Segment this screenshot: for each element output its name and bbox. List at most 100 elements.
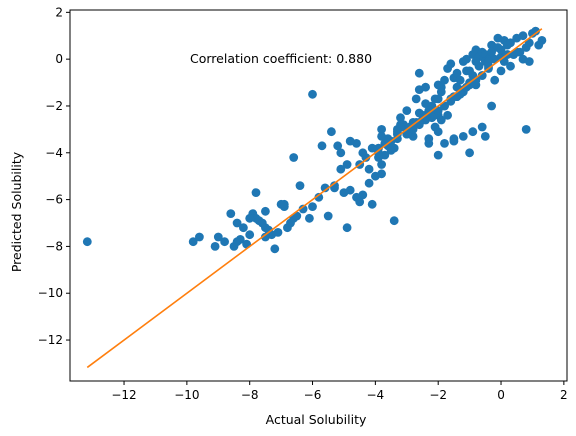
data-point	[336, 164, 346, 174]
y-tick-label: −6	[45, 193, 63, 207]
data-point	[462, 66, 471, 76]
data-point	[411, 94, 421, 104]
y-tick-label: 0	[55, 52, 63, 66]
data-point	[421, 113, 430, 123]
y-tick-label: −12	[38, 333, 63, 347]
data-point	[367, 199, 377, 209]
fit-line	[86, 28, 543, 369]
data-point	[188, 237, 198, 247]
data-point	[289, 153, 299, 162]
data-point	[436, 115, 446, 125]
data-point	[383, 141, 393, 151]
data-point	[506, 61, 515, 71]
data-point	[251, 188, 261, 198]
x-tick-label: −8	[241, 388, 259, 402]
data-point	[355, 197, 365, 207]
data-point	[327, 127, 336, 137]
data-point	[333, 141, 343, 151]
data-point	[468, 127, 478, 137]
data-point	[82, 237, 92, 247]
data-point	[358, 190, 368, 200]
data-point	[408, 118, 418, 127]
x-axis-label: Actual Solubility	[266, 412, 367, 427]
data-point	[433, 127, 443, 137]
data-point	[339, 188, 349, 198]
axis-ticks: −12 −10 −8 −6 −4 −2 0 2 −12 −10 −8 −6 −4 −2 0 2	[38, 5, 568, 402]
data-point	[440, 139, 449, 148]
data-point	[421, 82, 430, 92]
data-point	[195, 232, 204, 242]
data-point	[440, 75, 449, 85]
data-point	[279, 199, 289, 209]
data-point	[506, 38, 515, 48]
data-point	[449, 136, 459, 146]
data-point	[424, 134, 434, 144]
data-point	[342, 223, 352, 233]
x-tick-label: −6	[304, 388, 322, 402]
y-tick-label: −8	[45, 239, 63, 253]
y-tick-label: −10	[38, 286, 63, 300]
data-point	[377, 132, 386, 141]
data-point	[245, 213, 255, 223]
data-point	[232, 218, 242, 228]
x-tick-label: −12	[111, 388, 136, 402]
data-point	[389, 216, 399, 226]
data-point	[477, 122, 487, 132]
data-point	[213, 232, 223, 242]
data-point	[220, 237, 230, 247]
data-point	[273, 228, 283, 237]
data-point	[402, 106, 412, 115]
y-tick-label: 2	[55, 5, 63, 19]
data-point	[261, 206, 270, 216]
x-tick-label: −4	[367, 388, 385, 402]
data-point	[462, 82, 471, 92]
data-point	[342, 160, 352, 169]
data-point	[458, 132, 468, 141]
data-point	[317, 141, 327, 151]
data-point	[245, 230, 255, 240]
data-point	[480, 132, 490, 141]
y-tick-label: −4	[45, 146, 63, 160]
data-point	[443, 110, 452, 120]
data-point	[226, 209, 236, 219]
y-axis-label: Predicted Solubility	[9, 151, 24, 272]
data-point	[295, 181, 305, 191]
data-point	[462, 54, 471, 64]
x-tick-label: 2	[560, 388, 568, 402]
data-point	[345, 136, 355, 146]
data-point	[436, 87, 446, 97]
data-point	[452, 68, 462, 78]
data-point	[524, 57, 534, 66]
data-point	[471, 57, 481, 66]
y-tick-label: −2	[45, 99, 63, 113]
data-point	[336, 148, 346, 158]
data-point	[377, 169, 386, 179]
data-point	[305, 213, 314, 223]
data-point	[308, 202, 317, 212]
data-point	[330, 181, 339, 191]
data-point	[239, 223, 248, 233]
data-point	[270, 244, 280, 254]
data-point	[364, 178, 374, 188]
data-point	[358, 148, 368, 158]
data-point	[235, 235, 245, 244]
data-point	[490, 75, 500, 85]
data-point	[521, 124, 531, 134]
data-point	[487, 47, 496, 57]
data-point	[484, 57, 493, 66]
data-point	[493, 43, 503, 52]
correlation-annotation: Correlation coefficient: 0.880	[190, 51, 372, 66]
data-point	[414, 118, 424, 127]
data-point	[424, 106, 434, 115]
data-point	[314, 192, 324, 202]
data-point	[323, 211, 333, 221]
data-point	[465, 148, 474, 158]
plot-frame	[69, 9, 568, 382]
data-point	[446, 59, 456, 69]
data-point	[414, 108, 424, 118]
data-point	[433, 150, 443, 160]
x-tick-label: −2	[429, 388, 447, 402]
data-point	[427, 113, 437, 123]
data-point	[396, 113, 405, 123]
